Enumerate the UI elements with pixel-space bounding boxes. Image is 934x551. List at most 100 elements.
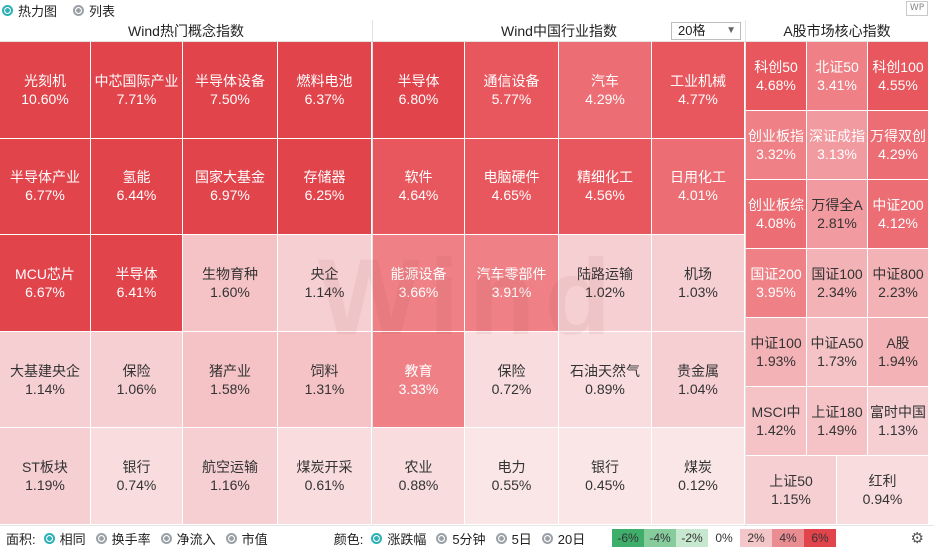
heatmap-cell[interactable]: 创业板综 4.08% — [746, 180, 807, 249]
heatmap-cell[interactable]: 银行 0.74% — [91, 428, 183, 525]
heatmap-cell[interactable]: 工业机械 4.77% — [652, 42, 745, 139]
area-option-marketcap[interactable]: 市值 — [225, 529, 268, 548]
area-option-netflow[interactable]: 净流入 — [160, 529, 216, 548]
heatmap-cell[interactable]: 燃料电池 6.37% — [278, 42, 372, 139]
grid-count-select[interactable]: 20格 ▼ — [671, 22, 741, 40]
heatmap-cell[interactable]: 机场 1.03% — [652, 235, 745, 332]
heatmap-cell[interactable]: 煤炭开采 0.61% — [278, 428, 372, 525]
heatmap-cell[interactable]: 中证800 2.23% — [868, 249, 929, 318]
chevron-down-icon: ▼ — [726, 25, 736, 36]
heatmap-cell[interactable]: 教育 3.33% — [373, 331, 465, 429]
heatmap-cell[interactable]: 日用化工 4.01% — [652, 138, 745, 236]
cell-change-value: 1.04% — [678, 380, 718, 397]
cell-name: MCU芯片 — [15, 265, 75, 282]
heatmap-cell[interactable]: 央企 1.14% — [278, 235, 372, 332]
cell-change-value: 0.74% — [116, 477, 157, 494]
heatmap-cell[interactable]: 光刻机 10.60% — [0, 42, 91, 139]
cell-name: 生物育种 — [202, 265, 258, 282]
heatmap-cell[interactable]: 航空运输 1.16% — [183, 428, 278, 525]
area-option-turnover[interactable]: 换手率 — [95, 529, 151, 548]
heatmap-cell[interactable]: 北证50 3.41% — [807, 42, 868, 111]
app-logo-icon: WP — [906, 1, 928, 16]
cell-change-value: 6.37% — [304, 90, 345, 107]
heatmap-cell[interactable]: 煤炭 0.12% — [652, 428, 745, 525]
heatmap-cell[interactable]: 贵金属 1.04% — [652, 331, 745, 429]
list-view-radio[interactable]: 列表 — [73, 1, 115, 20]
heatmap-cell[interactable]: 石油天然气 0.89% — [559, 331, 652, 429]
heatmap-cell[interactable]: 电力 0.55% — [465, 428, 559, 525]
cell-name: 教育 — [404, 362, 433, 379]
heatmap-cell[interactable]: 科创50 4.68% — [746, 42, 807, 111]
cell-change-value: 4.12% — [878, 215, 918, 231]
heatmap-cell[interactable]: 万得双创 4.29% — [868, 111, 929, 180]
cell-name: 万得全A — [811, 197, 863, 213]
heatmap-cell[interactable]: 农业 0.88% — [373, 428, 465, 525]
cell-change-value: 6.44% — [116, 187, 157, 204]
heatmap-cell[interactable]: 精细化工 4.56% — [559, 138, 652, 236]
heatmap-cell[interactable]: 陆路运输 1.02% — [559, 235, 652, 332]
cell-name: 煤炭开采 — [296, 459, 353, 476]
cell-name: 半导体 — [397, 72, 440, 89]
cell-name: 半导体产业 — [10, 169, 80, 186]
cell-change-value: 6.67% — [25, 283, 65, 300]
heatmap-cell[interactable]: 半导体 6.41% — [91, 235, 183, 332]
heatmap-cell[interactable]: 电脑硬件 4.65% — [465, 138, 559, 236]
cell-change-value: 2.34% — [817, 284, 857, 300]
heatmap-cell[interactable]: 深证成指 3.13% — [807, 111, 868, 180]
cell-change-value: 6.25% — [304, 187, 345, 204]
heatmap-cell[interactable]: 猪产业 1.58% — [183, 331, 278, 429]
heatmap-cell[interactable]: 半导体产业 6.77% — [0, 138, 91, 236]
color-option-change[interactable]: 涨跌幅 — [371, 529, 426, 548]
heatmap-cell[interactable]: 红利 0.94% — [837, 456, 929, 525]
color-option-5day[interactable]: 5日 — [495, 529, 532, 548]
heatmap-cell[interactable]: 通信设备 5.77% — [465, 42, 559, 139]
heatmap-cell[interactable]: 存储器 6.25% — [278, 138, 372, 236]
cell-name: 航空运输 — [202, 459, 258, 476]
heatmap-cell[interactable]: A股 1.94% — [868, 318, 929, 387]
heatmap-cell[interactable]: 上证180 1.49% — [807, 387, 868, 456]
cell-name: 科创50 — [754, 59, 798, 75]
gear-icon[interactable]: ⚙ — [910, 530, 924, 547]
cell-name: 银行 — [122, 459, 151, 476]
area-option-same[interactable]: 相同 — [43, 529, 86, 548]
color-option-5min[interactable]: 5分钟 — [436, 529, 486, 548]
heatmap-cell[interactable]: 保险 1.06% — [91, 331, 183, 429]
heatmap-cell[interactable]: 银行 0.45% — [559, 428, 652, 525]
heatmap-cell[interactable]: 生物育种 1.60% — [183, 235, 278, 332]
heatmap-cell[interactable]: 富时中国 1.13% — [868, 387, 929, 456]
heatmap-cell[interactable]: 科创100 4.55% — [868, 42, 929, 111]
heatmap-cell[interactable]: 创业板指 3.32% — [746, 111, 807, 180]
heatmap-cell[interactable]: 中证A50 1.73% — [807, 318, 868, 387]
heatmap-cell[interactable]: MSCI中 1.42% — [746, 387, 807, 456]
heatmap-cell[interactable]: 大基建央企 1.14% — [0, 331, 91, 429]
legend-swatch: 0% — [708, 529, 740, 547]
heatmap-cell[interactable]: 氢能 6.44% — [91, 138, 183, 236]
heatmap-cell[interactable]: ST板块 1.19% — [0, 428, 91, 525]
heatmap-cell[interactable]: 保险 0.72% — [465, 331, 559, 429]
cell-name: 半导体设备 — [195, 72, 265, 89]
heatmap-cell[interactable]: 国家大基金 6.97% — [183, 138, 278, 236]
heatmap-cell[interactable]: 国证200 3.95% — [746, 249, 807, 318]
cell-change-value: 4.08% — [756, 215, 796, 231]
core-index-panel: A股市场核心指数 科创50 4.68% 北证50 3.41% 科创100 4.55% 创业板… — [745, 20, 929, 525]
heatmap-cell[interactable]: 万得全A 2.81% — [807, 180, 868, 249]
heatmap-cell[interactable]: 中证100 1.93% — [746, 318, 807, 387]
cell-change-value: 1.31% — [304, 380, 345, 397]
heatmap-cell[interactable]: 半导体设备 7.50% — [183, 42, 278, 139]
heatmap-cell[interactable]: MCU芯片 6.67% — [0, 235, 91, 332]
heatmap-cell[interactable]: 汽车零部件 3.91% — [465, 235, 559, 332]
heatmap-cell[interactable]: 饲料 1.31% — [278, 331, 372, 429]
heatmap-cell[interactable]: 上证50 1.15% — [746, 456, 837, 525]
heatmap-cell[interactable]: 中证200 4.12% — [868, 180, 929, 249]
heatmap-cell[interactable]: 能源设备 3.66% — [373, 235, 465, 332]
heatmap-cell[interactable]: 软件 4.64% — [373, 138, 465, 236]
color-option-20day[interactable]: 20日 — [541, 529, 585, 548]
cell-change-value: 4.64% — [398, 187, 439, 204]
heatmap-cell[interactable]: 半导体 6.80% — [373, 42, 465, 139]
cell-change-value: 3.13% — [817, 146, 857, 162]
heatmap-cell[interactable]: 国证100 2.34% — [807, 249, 868, 318]
heatmap-cell[interactable]: 汽车 4.29% — [559, 42, 652, 139]
heatmap-view-radio[interactable]: 热力图 — [2, 1, 57, 20]
cell-change-value: 1.58% — [210, 380, 250, 397]
heatmap-cell[interactable]: 中芯国际产业 7.71% — [91, 42, 183, 139]
